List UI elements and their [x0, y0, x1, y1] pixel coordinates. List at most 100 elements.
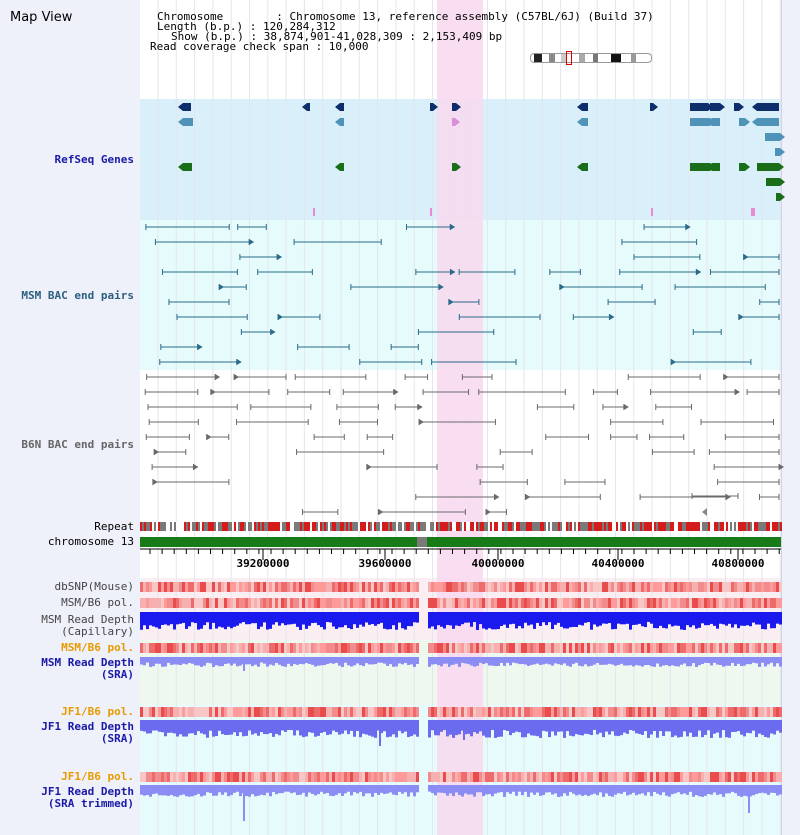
repeat-segment — [648, 522, 650, 531]
bac-pair-arrow — [206, 434, 212, 440]
snp-density-cell — [527, 643, 530, 653]
repeat-segment — [158, 522, 160, 531]
snp-density-cell — [488, 598, 491, 608]
read-depth-bar — [578, 612, 581, 625]
repeat-segment — [410, 522, 412, 531]
read-depth-bar — [656, 612, 659, 629]
repeat-segment — [558, 522, 560, 531]
snp-density-cell — [179, 707, 182, 717]
read-depth-bar — [401, 657, 404, 665]
snp-density-cell — [644, 598, 647, 608]
read-depth-bar — [779, 720, 782, 733]
repeat-segment — [336, 522, 338, 531]
snp-density-cell — [410, 598, 413, 608]
snp-density-cell — [332, 582, 335, 592]
repeat-segment — [394, 522, 396, 531]
read-depth-bar — [707, 785, 710, 795]
snp-density-cell — [506, 598, 509, 608]
read-depth-bar — [635, 720, 638, 734]
refseq-gene — [739, 118, 745, 126]
msm-read-depth-capillary-label: MSM Read Depth — [41, 613, 134, 626]
repeat-segment — [320, 522, 322, 531]
snp-density-cell — [629, 598, 632, 608]
snp-density-cell — [494, 598, 497, 608]
snp-density-cell — [290, 643, 293, 653]
snp-density-cell — [182, 772, 185, 782]
ideogram-current-position-marker[interactable] — [566, 51, 572, 65]
read-depth-bar — [539, 657, 542, 665]
read-depth-bar — [587, 612, 590, 623]
snp-density-cell — [575, 598, 578, 608]
snp-density-cell — [746, 707, 749, 717]
read-depth-bar — [173, 612, 176, 630]
read-depth-bar — [488, 785, 491, 795]
map-view-title: Map View — [10, 10, 73, 25]
read-depth-bar — [410, 720, 413, 737]
snp-density-cell — [626, 707, 629, 717]
snp-density-cell — [392, 643, 395, 653]
read-depth-bar — [287, 612, 290, 625]
snp-density-cell — [323, 582, 326, 592]
snp-density-cell — [431, 772, 434, 782]
repeat-segment — [598, 522, 600, 531]
read-depth-bar — [317, 612, 320, 626]
read-depth-bar — [203, 720, 206, 735]
repeat-segment — [658, 522, 660, 531]
read-depth-bar — [719, 720, 722, 738]
read-depth-bar — [407, 612, 410, 627]
read-depth-bar — [683, 657, 686, 664]
snp-density-cell — [383, 598, 386, 608]
snp-density-cell — [263, 772, 266, 782]
read-depth-bar — [347, 612, 350, 629]
read-depth-bar — [173, 720, 176, 734]
jf1-b6-pol-trimmed-label: JF1/B6 pol. — [61, 770, 134, 783]
read-depth-bar — [638, 657, 641, 666]
read-depth-bar — [506, 612, 509, 628]
read-depth-bar — [413, 720, 416, 735]
snp-density-cell — [461, 582, 464, 592]
snp-density-cell — [176, 582, 179, 592]
snp-density-cell — [731, 707, 734, 717]
snp-density-cell — [506, 582, 509, 592]
snp-density-cell — [302, 598, 305, 608]
chromosome-gap — [417, 537, 427, 547]
snp-density-cell — [146, 643, 149, 653]
snp-density-cell — [500, 772, 503, 782]
repeat-segment — [580, 522, 582, 531]
read-depth-bar — [695, 785, 698, 796]
read-depth-bar — [590, 720, 593, 736]
refseq-gene-tick — [430, 208, 432, 216]
chromosome-ideogram[interactable] — [530, 53, 652, 63]
snp-density-cell — [737, 582, 740, 592]
read-depth-bar — [218, 612, 221, 627]
read-depth-bar — [356, 657, 359, 664]
read-depth-bar — [272, 785, 275, 793]
snp-density-cell — [686, 707, 689, 717]
snp-density-cell — [488, 643, 491, 653]
snp-density-cell — [590, 772, 593, 782]
repeat-segment — [422, 522, 424, 531]
repeat-segment — [142, 522, 144, 531]
repeat-segment — [512, 522, 514, 531]
snp-density-cell — [290, 598, 293, 608]
repeat-segment — [412, 522, 414, 531]
read-depth-bar — [557, 785, 560, 797]
repeat-segment — [680, 522, 682, 531]
snp-density-cell — [596, 772, 599, 782]
read-depth-bar — [767, 720, 770, 738]
read-depth-bar — [305, 785, 308, 797]
read-depth-bar — [770, 612, 773, 629]
snp-density-cell — [443, 582, 446, 592]
repeat-segment — [734, 522, 736, 531]
repeat-segment — [188, 522, 190, 531]
snp-density-cell — [332, 707, 335, 717]
snp-density-cell — [206, 598, 209, 608]
read-depth-bar — [470, 657, 473, 666]
read-depth-bar — [155, 785, 158, 794]
repeat-segment — [634, 522, 636, 531]
snp-density-cell — [656, 598, 659, 608]
snp-density-cell — [257, 598, 260, 608]
repeat-label: Repeat — [94, 520, 134, 533]
snp-density-cell — [509, 643, 512, 653]
